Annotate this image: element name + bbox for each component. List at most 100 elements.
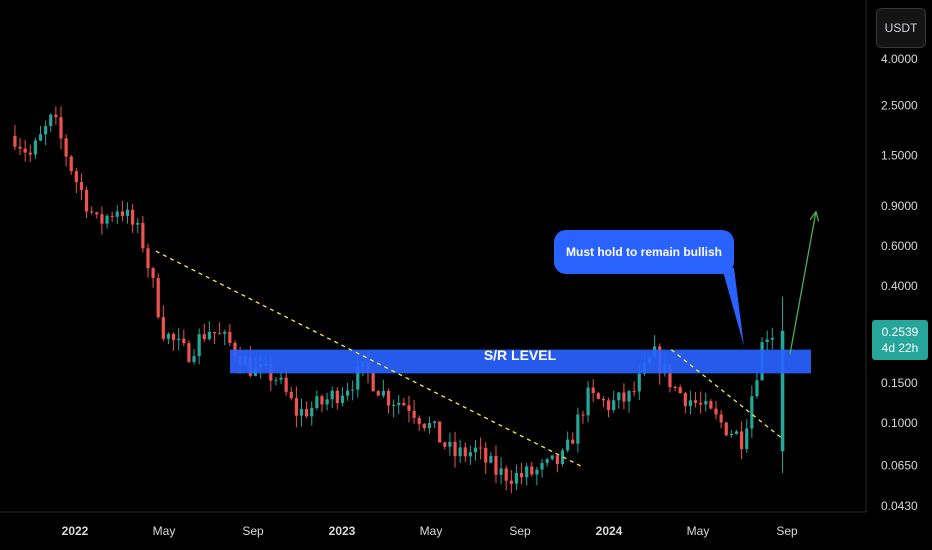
candle	[750, 385, 754, 438]
candle	[18, 138, 22, 155]
candle	[422, 422, 426, 432]
candle	[110, 211, 114, 222]
candle	[601, 396, 606, 408]
candle	[212, 331, 217, 345]
candle	[340, 387, 345, 407]
candle	[709, 399, 713, 410]
candle	[704, 392, 708, 412]
last-price-badge: 0.2539 4d 22h	[872, 320, 928, 360]
candle	[729, 429, 733, 438]
candle	[192, 348, 196, 365]
candle	[371, 371, 375, 393]
candle	[84, 186, 89, 219]
candle	[23, 139, 27, 162]
candle	[95, 211, 99, 219]
candle	[463, 442, 467, 463]
candle	[519, 462, 524, 484]
candle	[458, 439, 462, 463]
callout-pointer	[722, 268, 744, 346]
candle	[699, 391, 703, 414]
price-tick-label: 2.5000	[881, 98, 918, 112]
candle	[161, 305, 165, 342]
price-axis[interactable]: 4.0000 2.5000 1.5000 0.9000 0.6000 0.4000 0.15…	[881, 52, 918, 513]
candle	[386, 388, 391, 414]
candle	[49, 113, 53, 133]
projection-arrow[interactable]	[789, 211, 817, 355]
candle	[693, 392, 698, 408]
candle	[218, 322, 222, 335]
candle	[392, 399, 396, 418]
candle	[187, 340, 191, 363]
candle	[591, 379, 595, 402]
candle	[622, 383, 626, 410]
candle	[141, 215, 145, 253]
time-tick-label: May	[687, 524, 710, 538]
candle	[13, 124, 17, 151]
candle	[330, 386, 334, 409]
candle	[351, 380, 355, 401]
candle	[566, 431, 570, 453]
candle	[745, 419, 749, 453]
candle	[182, 329, 186, 347]
candle	[79, 173, 84, 201]
sr-zone[interactable]	[230, 349, 811, 374]
candle	[90, 206, 94, 215]
candle	[412, 399, 416, 424]
candle	[443, 441, 447, 450]
candle	[228, 323, 232, 347]
time-axis[interactable]: 2022 May Sep 2023 May Sep 2024 May Sep	[62, 524, 798, 538]
projection-arrow-head	[809, 210, 820, 222]
candle	[571, 432, 575, 444]
price-tick-label: 4.0000	[881, 52, 918, 66]
candle	[376, 390, 380, 396]
candle	[146, 243, 150, 278]
candle	[545, 457, 549, 467]
candle	[755, 368, 759, 399]
candle	[325, 392, 329, 411]
price-tick-label: 0.6000	[881, 239, 918, 253]
candle	[550, 455, 554, 461]
candle	[197, 328, 201, 365]
price-tick-label: 1.5000	[881, 149, 918, 163]
time-tick-label: Sep	[776, 524, 798, 538]
candle	[151, 266, 155, 288]
time-tick-label: Sep	[242, 524, 264, 538]
candle	[714, 401, 718, 420]
candle	[289, 386, 293, 401]
candle	[586, 381, 590, 423]
candle	[484, 442, 488, 474]
candle	[627, 389, 631, 413]
candle	[294, 386, 298, 428]
candle	[402, 397, 406, 407]
candle	[576, 407, 580, 453]
candle	[120, 200, 124, 222]
candle	[673, 385, 677, 392]
candle	[171, 332, 176, 351]
candle	[632, 381, 636, 397]
candle	[479, 437, 483, 460]
candle	[407, 395, 411, 423]
time-tick-label: May	[420, 524, 443, 538]
candle	[678, 384, 682, 394]
candle	[305, 401, 309, 418]
callout-text: Must hold to remain bullish	[566, 245, 722, 259]
candle	[509, 469, 513, 494]
price-tick-label: 0.9000	[881, 199, 918, 213]
candle	[596, 391, 600, 400]
candle	[734, 429, 739, 435]
candle	[438, 421, 442, 443]
candle	[166, 332, 171, 345]
candle	[177, 328, 181, 351]
candle	[38, 125, 43, 142]
candle	[606, 397, 611, 418]
candle	[473, 440, 478, 461]
currency-button[interactable]: USDT	[876, 8, 926, 48]
time-tick-label: 2022	[62, 524, 89, 538]
price-tick-label: 0.1000	[881, 416, 918, 430]
candle	[320, 394, 324, 413]
candle	[525, 463, 529, 486]
candle	[740, 421, 744, 460]
candle	[453, 431, 457, 468]
